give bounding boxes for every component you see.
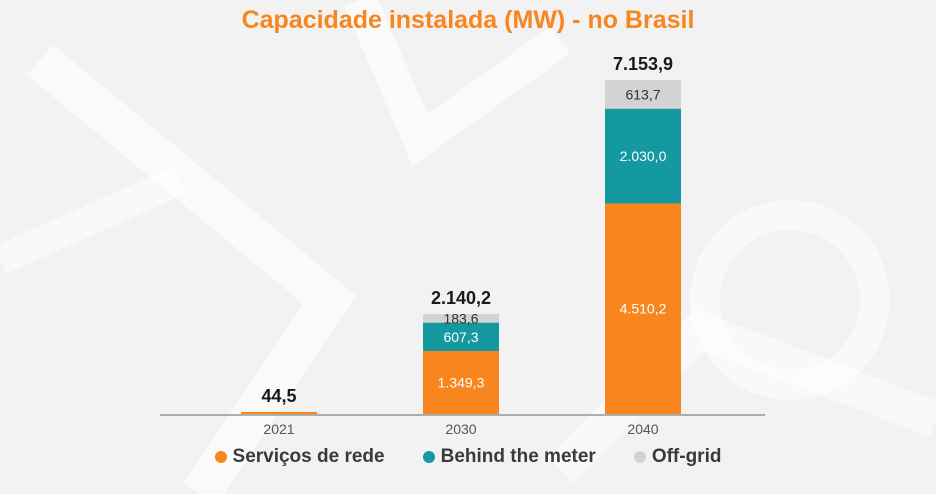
bar-behind-the-meter-2030 — [423, 322, 499, 352]
bar-behind-the-meter-2040 — [605, 108, 681, 204]
legend: Serviços de rede Behind the meter Off-gr… — [0, 446, 936, 468]
legend-swatch-servicos-de-rede — [214, 451, 227, 463]
bar-servicos-de-rede-2030 — [423, 351, 499, 414]
data-label-off-grid-2030: 183,6 — [443, 310, 478, 326]
legend-item-off-grid: Off-grid — [633, 446, 722, 468]
data-label-servicos-de-rede-2040: 4.510,2 — [620, 301, 667, 317]
x-tick-label-2040: 2040 — [627, 421, 658, 437]
total-label-2030: 2.140,2 — [431, 288, 491, 308]
data-label-behind-the-meter-2040: 2.030,0 — [620, 148, 667, 164]
bar-servicos-de-rede-2021 — [241, 411, 317, 414]
legend-swatch-off-grid — [633, 451, 646, 463]
total-label-2040: 7.153,9 — [613, 54, 673, 74]
bar-off-grid-2040 — [605, 80, 681, 109]
legend-label-off-grid: Off-grid — [651, 446, 722, 467]
legend-label-servicos-de-rede: Serviços de rede — [232, 446, 385, 467]
legend-item-behind-the-meter: Behind the meter — [422, 446, 596, 468]
x-tick-label-2030: 2030 — [445, 421, 476, 437]
data-label-off-grid-2040: 613,7 — [625, 86, 660, 102]
legend-item-servicos-de-rede: Serviços de rede — [214, 446, 385, 468]
total-label-2021: 44,5 — [261, 386, 296, 406]
bar-servicos-de-rede-2040 — [605, 203, 681, 414]
data-label-behind-the-meter-2030: 607,3 — [443, 329, 478, 345]
data-label-servicos-de-rede-2030: 1.349,3 — [438, 375, 485, 391]
legend-label-behind-the-meter: Behind the meter — [440, 446, 596, 467]
chart-title: Capacidade instalada (MW) - no Brasil — [241, 6, 695, 34]
legend-swatch-behind-the-meter — [422, 451, 435, 463]
x-tick-label-2021: 2021 — [263, 421, 294, 437]
bar-off-grid-2030 — [423, 314, 499, 323]
